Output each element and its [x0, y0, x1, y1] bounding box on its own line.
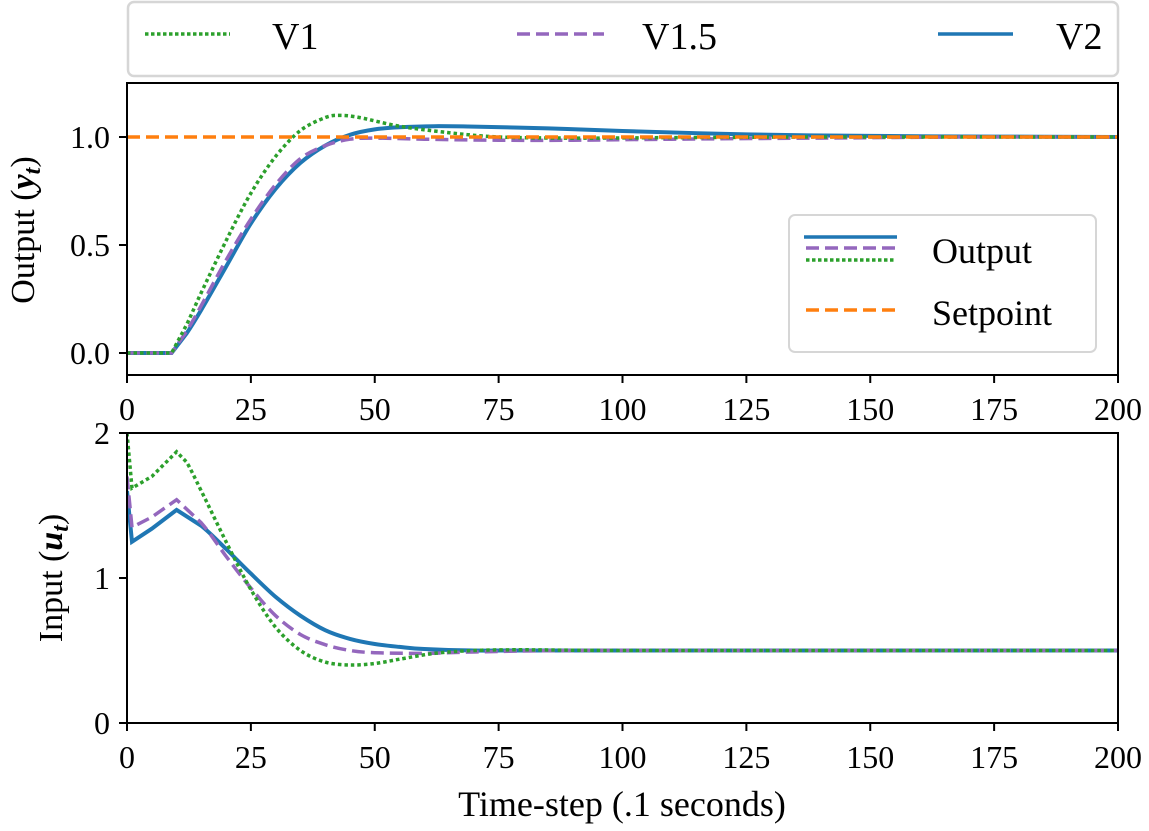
- x-tick-label: 125: [722, 391, 770, 427]
- x-tick-label: 125: [722, 739, 770, 775]
- x-tick-label: 75: [483, 391, 515, 427]
- x-tick-label: 75: [483, 739, 515, 775]
- x-tick-label: 25: [235, 739, 267, 775]
- top-y-axis-label: Output (yt): [5, 156, 46, 303]
- bottom-y-axis-label: Input (ut): [33, 514, 74, 643]
- bottom-x-axis: 0 25 50 75 100 125 150 175 200: [119, 723, 1142, 775]
- x-tick-label: 50: [359, 391, 391, 427]
- y-tick-label: 0.0: [70, 335, 110, 371]
- y-tick-label: 1: [94, 560, 110, 596]
- figure-legend: V1 V1.5 V2: [126, 0, 1120, 78]
- x-axis-label: Time-step (.1 seconds): [458, 784, 786, 824]
- bottom-series-lines: [127, 433, 1118, 667]
- x-tick-label: 150: [846, 739, 894, 775]
- legend-label: V2: [1056, 16, 1102, 58]
- series-line-v1: [127, 433, 1118, 667]
- x-tick-label: 150: [846, 391, 894, 427]
- top-series-lines: [127, 113, 1118, 355]
- x-tick-label: 200: [1094, 391, 1142, 427]
- bottom-plot-frame: [126, 432, 1119, 724]
- x-tick-label: 100: [599, 739, 647, 775]
- inset-legend-setpoint-label: Setpoint: [932, 293, 1052, 333]
- y-tick-label: 0: [94, 705, 110, 741]
- legend-label: V1: [272, 16, 318, 58]
- top-x-axis: 0 25 50 75 100 125 150 175 200: [119, 375, 1142, 427]
- legend-entry-v15: V1.5: [517, 16, 717, 58]
- x-tick-label: 175: [970, 739, 1018, 775]
- x-tick-label: 50: [359, 739, 391, 775]
- legend-entry-v2: V2: [938, 16, 1102, 58]
- inset-legend: Output Setpoint: [788, 214, 1097, 353]
- inset-legend-output-label: Output: [932, 231, 1032, 271]
- x-tick-label: 0: [119, 739, 135, 775]
- x-tick-label: 175: [970, 391, 1018, 427]
- y-tick-label: 0.5: [70, 227, 110, 263]
- x-tick-label: 200: [1094, 739, 1142, 775]
- legend-label: V1.5: [642, 16, 717, 58]
- top-panel: 0 25 50 75 100 125 150 175 200 0.0 0.5 1.0 Output …: [5, 82, 1142, 427]
- bottom-panel: 0 25 50 75 100 125 150 175 200 0 1 2 Input (ut) Ti…: [33, 415, 1142, 824]
- legend-entry-v1: V1: [145, 16, 318, 58]
- x-tick-label: 100: [599, 391, 647, 427]
- x-tick-label: 0: [119, 391, 135, 427]
- x-tick-label: 25: [235, 391, 267, 427]
- y-tick-label: 1.0: [70, 119, 110, 155]
- top-y-axis: 0.0 0.5 1.0: [70, 119, 127, 371]
- bottom-y-axis: 0 1 2: [94, 415, 127, 741]
- y-tick-label: 2: [94, 415, 110, 451]
